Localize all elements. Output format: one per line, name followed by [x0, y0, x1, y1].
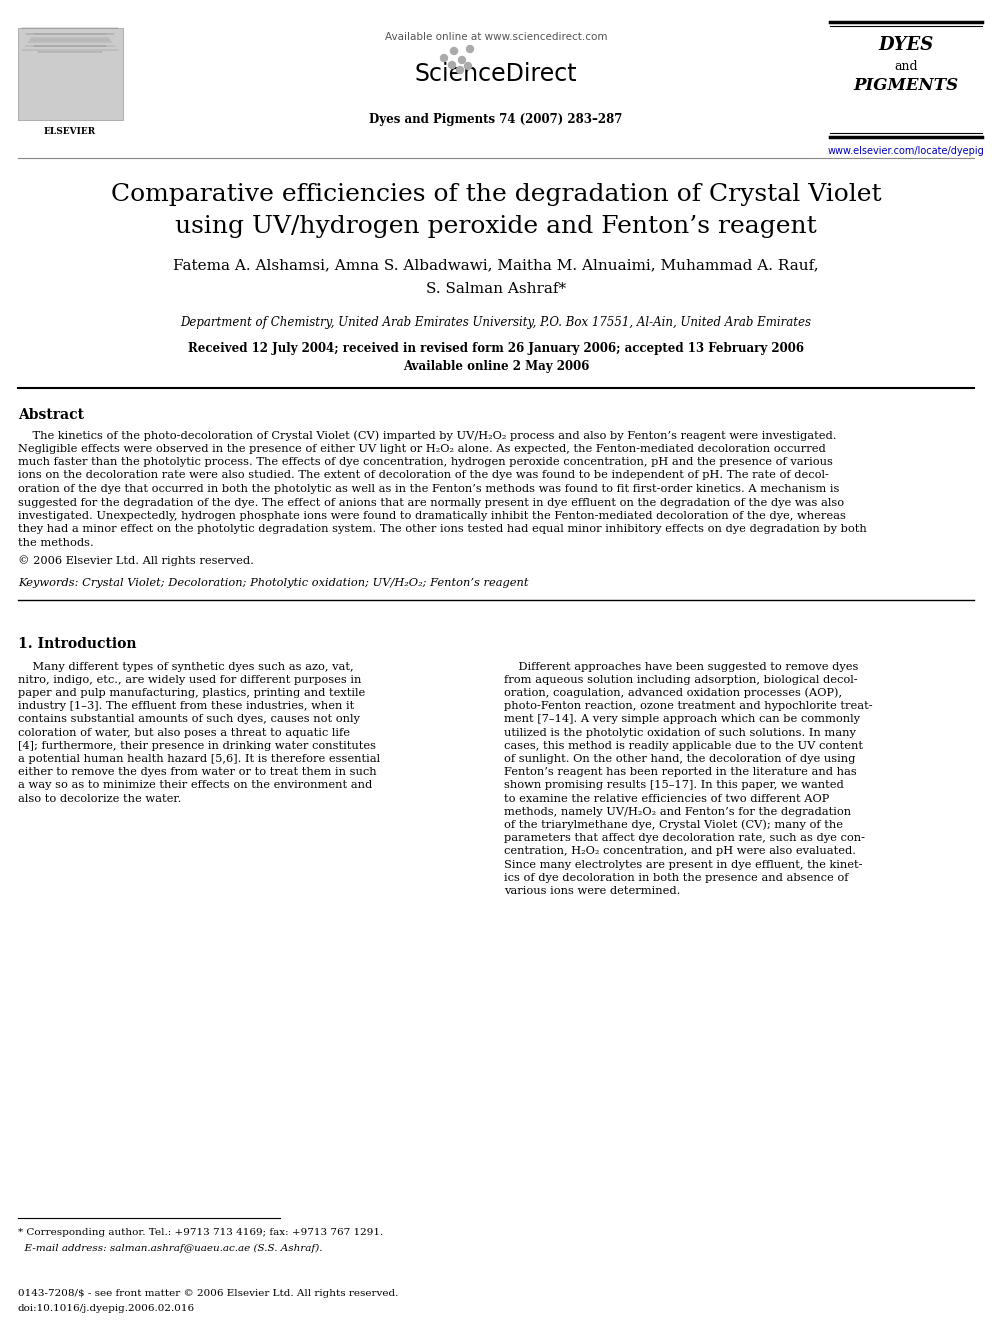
Text: utilized is the photolytic oxidation of such solutions. In many: utilized is the photolytic oxidation of …	[504, 728, 856, 737]
Circle shape	[464, 62, 471, 70]
Text: The kinetics of the photo-decoloration of Crystal Violet (CV) imparted by UV/H₂O: The kinetics of the photo-decoloration o…	[18, 430, 836, 441]
Text: from aqueous solution including adsorption, biological decol-: from aqueous solution including adsorpti…	[504, 675, 858, 685]
Text: Available online 2 May 2006: Available online 2 May 2006	[403, 360, 589, 373]
Text: 1. Introduction: 1. Introduction	[18, 638, 137, 651]
Circle shape	[458, 57, 465, 64]
Text: ment [7–14]. A very simple approach which can be commonly: ment [7–14]. A very simple approach whic…	[504, 714, 860, 724]
Text: paper and pulp manufacturing, plastics, printing and textile: paper and pulp manufacturing, plastics, …	[18, 688, 365, 699]
Text: Many different types of synthetic dyes such as azo, vat,: Many different types of synthetic dyes s…	[18, 662, 353, 672]
Bar	[18, 28, 123, 120]
Text: * Corresponding author. Tel.: +9713 713 4169; fax: +9713 767 1291.: * Corresponding author. Tel.: +9713 713 …	[18, 1228, 383, 1237]
Text: 0143-7208/$ - see front matter © 2006 Elsevier Ltd. All rights reserved.: 0143-7208/$ - see front matter © 2006 El…	[18, 1289, 399, 1298]
Text: nitro, indigo, etc., are widely used for different purposes in: nitro, indigo, etc., are widely used for…	[18, 675, 361, 685]
Text: also to decolorize the water.: also to decolorize the water.	[18, 794, 182, 803]
Text: much faster than the photolytic process. The effects of dye concentration, hydro: much faster than the photolytic process.…	[18, 456, 833, 467]
Text: doi:10.1016/j.dyepig.2006.02.016: doi:10.1016/j.dyepig.2006.02.016	[18, 1304, 195, 1312]
Text: suggested for the degradation of the dye. The effect of anions that are normally: suggested for the degradation of the dye…	[18, 497, 844, 508]
Circle shape	[466, 45, 473, 53]
Text: using UV/hydrogen peroxide and Fenton’s reagent: using UV/hydrogen peroxide and Fenton’s …	[176, 216, 816, 238]
Text: cases, this method is readily applicable due to the UV content: cases, this method is readily applicable…	[504, 741, 863, 750]
Text: either to remove the dyes from water or to treat them in such: either to remove the dyes from water or …	[18, 767, 377, 777]
Text: and: and	[894, 60, 918, 73]
Text: centration, H₂O₂ concentration, and pH were also evaluated.: centration, H₂O₂ concentration, and pH w…	[504, 847, 856, 856]
Text: photo-Fenton reaction, ozone treatment and hypochlorite treat-: photo-Fenton reaction, ozone treatment a…	[504, 701, 873, 710]
Text: E-mail address: salman.ashraf@uaeu.ac.ae (S.S. Ashraf).: E-mail address: salman.ashraf@uaeu.ac.ae…	[18, 1244, 322, 1253]
Text: Different approaches have been suggested to remove dyes: Different approaches have been suggested…	[504, 662, 858, 672]
Text: DYES: DYES	[878, 36, 933, 54]
Text: parameters that affect dye decoloration rate, such as dye con-: parameters that affect dye decoloration …	[504, 833, 865, 843]
Text: the methods.: the methods.	[18, 538, 94, 548]
Text: they had a minor effect on the photolytic degradation system. The other ions tes: they had a minor effect on the photolyti…	[18, 524, 867, 534]
Text: a potential human health hazard [5,6]. It is therefore essential: a potential human health hazard [5,6]. I…	[18, 754, 380, 763]
Text: Available online at www.sciencedirect.com: Available online at www.sciencedirect.co…	[385, 32, 607, 42]
Text: coloration of water, but also poses a threat to aquatic life: coloration of water, but also poses a th…	[18, 728, 350, 737]
Text: Keywords: Crystal Violet; Decoloration; Photolytic oxidation; UV/H₂O₂; Fenton’s : Keywords: Crystal Violet; Decoloration; …	[18, 578, 529, 587]
Text: Received 12 July 2004; received in revised form 26 January 2006; accepted 13 Feb: Received 12 July 2004; received in revis…	[188, 343, 804, 355]
Text: Abstract: Abstract	[18, 407, 84, 422]
Circle shape	[448, 61, 455, 69]
Text: investigated. Unexpectedly, hydrogen phosphate ions were found to dramatically i: investigated. Unexpectedly, hydrogen pho…	[18, 511, 846, 521]
Text: shown promising results [15–17]. In this paper, we wanted: shown promising results [15–17]. In this…	[504, 781, 844, 790]
Text: of the triarylmethane dye, Crystal Violet (CV); many of the: of the triarylmethane dye, Crystal Viole…	[504, 820, 843, 831]
Text: oration of the dye that occurred in both the photolytic as well as in the Fenton: oration of the dye that occurred in both…	[18, 484, 839, 493]
Text: Department of Chemistry, United Arab Emirates University, P.O. Box 17551, Al-Ain: Department of Chemistry, United Arab Emi…	[181, 316, 811, 329]
Text: © 2006 Elsevier Ltd. All rights reserved.: © 2006 Elsevier Ltd. All rights reserved…	[18, 556, 254, 566]
Text: contains substantial amounts of such dyes, causes not only: contains substantial amounts of such dye…	[18, 714, 360, 724]
Text: Dyes and Pigments 74 (2007) 283–287: Dyes and Pigments 74 (2007) 283–287	[369, 112, 623, 126]
Text: S. Salman Ashraf*: S. Salman Ashraf*	[426, 282, 566, 296]
Text: Fatema A. Alshamsi, Amna S. Albadwawi, Maitha M. Alnuaimi, Muhammad A. Rauf,: Fatema A. Alshamsi, Amna S. Albadwawi, M…	[174, 258, 818, 273]
Circle shape	[450, 48, 457, 54]
Text: PIGMENTS: PIGMENTS	[853, 77, 958, 94]
Text: Comparative efficiencies of the degradation of Crystal Violet: Comparative efficiencies of the degradat…	[111, 183, 881, 206]
Text: a way so as to minimize their effects on the environment and: a way so as to minimize their effects on…	[18, 781, 372, 790]
Text: Negligible effects were observed in the presence of either UV light or H₂O₂ alon: Negligible effects were observed in the …	[18, 443, 825, 454]
Circle shape	[456, 66, 463, 74]
Circle shape	[440, 54, 447, 61]
Text: ELSEVIER: ELSEVIER	[44, 127, 96, 136]
Text: to examine the relative efficiencies of two different AOP: to examine the relative efficiencies of …	[504, 794, 829, 803]
Text: www.elsevier.com/locate/dyepig: www.elsevier.com/locate/dyepig	[827, 146, 984, 156]
Text: ics of dye decoloration in both the presence and absence of: ics of dye decoloration in both the pres…	[504, 873, 848, 882]
Text: Since many electrolytes are present in dye effluent, the kinet-: Since many electrolytes are present in d…	[504, 860, 862, 869]
Text: Fenton’s reagent has been reported in the literature and has: Fenton’s reagent has been reported in th…	[504, 767, 857, 777]
Text: [4]; furthermore, their presence in drinking water constitutes: [4]; furthermore, their presence in drin…	[18, 741, 376, 750]
Text: of sunlight. On the other hand, the decoloration of dye using: of sunlight. On the other hand, the deco…	[504, 754, 855, 763]
Text: oration, coagulation, advanced oxidation processes (AOP),: oration, coagulation, advanced oxidation…	[504, 688, 842, 699]
Text: ScienceDirect: ScienceDirect	[415, 62, 577, 86]
Text: ions on the decoloration rate were also studied. The extent of decoloration of t: ions on the decoloration rate were also …	[18, 471, 829, 480]
Text: various ions were determined.: various ions were determined.	[504, 886, 681, 896]
Text: methods, namely UV/H₂O₂ and Fenton’s for the degradation: methods, namely UV/H₂O₂ and Fenton’s for…	[504, 807, 851, 816]
Text: industry [1–3]. The effluent from these industries, when it: industry [1–3]. The effluent from these …	[18, 701, 354, 710]
